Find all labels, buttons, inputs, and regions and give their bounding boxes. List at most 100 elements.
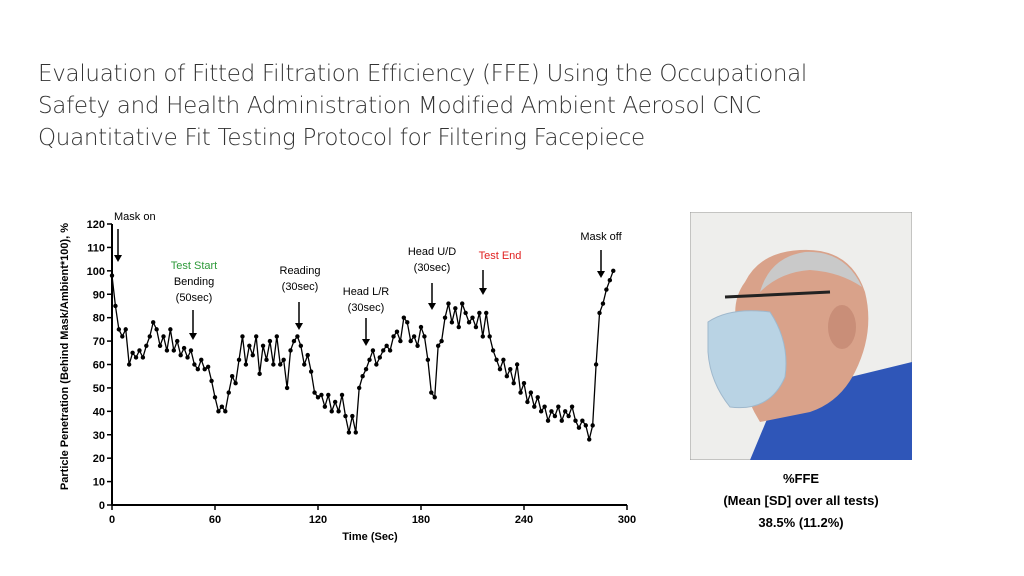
data-point bbox=[460, 301, 465, 306]
data-point bbox=[532, 404, 537, 409]
title-line: Safety and Health Administration Modifie… bbox=[38, 93, 761, 119]
data-point bbox=[411, 334, 417, 339]
x-axis-label: Time (Sec) bbox=[342, 531, 398, 543]
data-point bbox=[288, 348, 293, 353]
data-point bbox=[370, 348, 376, 353]
data-point bbox=[422, 334, 427, 339]
data-point bbox=[254, 334, 259, 339]
data-point bbox=[408, 338, 413, 344]
data-point bbox=[367, 357, 372, 363]
data-point bbox=[576, 425, 582, 430]
data-point bbox=[377, 355, 382, 360]
annotation: Head U/D bbox=[408, 246, 456, 258]
data-point bbox=[360, 374, 365, 379]
data-point bbox=[449, 320, 455, 325]
annotation: Reading bbox=[280, 265, 321, 277]
arrow-head bbox=[114, 255, 122, 262]
data-point bbox=[538, 409, 544, 414]
data-point bbox=[229, 374, 235, 379]
data-point bbox=[432, 395, 437, 400]
data-point bbox=[326, 392, 331, 398]
caption-line: %FFE bbox=[782, 471, 820, 486]
data-point bbox=[607, 278, 613, 283]
photo bbox=[690, 212, 912, 460]
data-point bbox=[219, 404, 225, 409]
data-point bbox=[480, 334, 485, 339]
data-point bbox=[202, 366, 207, 372]
data-point bbox=[580, 418, 585, 423]
data-point bbox=[250, 352, 255, 358]
data-point bbox=[456, 324, 461, 330]
y-tick-label: 80 bbox=[93, 313, 105, 325]
title-line: Quantitative Fit Testing Protocol for Fi… bbox=[38, 125, 645, 151]
data-point bbox=[164, 348, 170, 353]
data-point bbox=[593, 362, 599, 367]
data-point bbox=[398, 338, 403, 344]
y-tick-label: 10 bbox=[93, 477, 105, 489]
data-point bbox=[387, 348, 393, 353]
arrow-head bbox=[189, 333, 197, 340]
data-point bbox=[113, 303, 118, 309]
data-point bbox=[446, 301, 451, 306]
data-point bbox=[346, 430, 352, 435]
y-tick-label: 0 bbox=[99, 500, 105, 512]
data-point bbox=[535, 395, 540, 400]
annotation: (50sec) bbox=[176, 292, 213, 304]
data-point bbox=[545, 418, 551, 423]
data-point bbox=[343, 413, 348, 419]
data-point bbox=[308, 369, 314, 374]
data-point bbox=[429, 390, 434, 395]
y-tick-label: 110 bbox=[87, 242, 105, 254]
y-axis-label: Particle Penetration (Behind Mask/Ambien… bbox=[59, 223, 71, 490]
data-point bbox=[281, 357, 286, 363]
data-point bbox=[302, 362, 307, 367]
data-point bbox=[339, 392, 345, 398]
data-point bbox=[494, 357, 499, 363]
data-point bbox=[195, 366, 201, 372]
data-point bbox=[168, 327, 173, 332]
data-point bbox=[453, 306, 458, 311]
annotation: Test Start bbox=[171, 260, 217, 272]
data-point bbox=[590, 423, 595, 428]
arrow-head bbox=[597, 271, 605, 278]
x-tick-label: 180 bbox=[412, 514, 430, 526]
data-point bbox=[233, 381, 238, 386]
data-point bbox=[267, 338, 273, 344]
y-tick-label: 40 bbox=[93, 406, 105, 418]
data-point bbox=[415, 343, 420, 348]
data-point bbox=[212, 395, 218, 400]
data-point bbox=[199, 357, 204, 363]
y-tick-label: 60 bbox=[93, 360, 105, 372]
data-point bbox=[175, 338, 180, 344]
x-tick-label: 120 bbox=[309, 514, 327, 526]
data-point bbox=[284, 385, 290, 391]
data-point bbox=[384, 343, 389, 348]
x-tick-label: 300 bbox=[618, 514, 636, 526]
data-point bbox=[442, 315, 448, 320]
data-point bbox=[226, 390, 231, 395]
annotation: Test End bbox=[479, 250, 522, 262]
data-point bbox=[573, 418, 578, 423]
caption-line: 38.5% (11.2%) bbox=[758, 515, 844, 530]
data-point bbox=[144, 343, 149, 348]
data-point bbox=[298, 343, 304, 348]
data-point bbox=[511, 381, 516, 386]
data-point bbox=[130, 350, 135, 355]
data-point bbox=[583, 423, 588, 428]
data-point bbox=[518, 390, 523, 395]
data-point bbox=[243, 362, 249, 367]
y-tick-label: 30 bbox=[93, 430, 105, 442]
data-point bbox=[587, 437, 592, 442]
data-point bbox=[205, 364, 211, 370]
data-point bbox=[305, 352, 310, 358]
data-point bbox=[418, 324, 424, 330]
data-point bbox=[247, 343, 252, 348]
data-point bbox=[315, 395, 321, 400]
data-point bbox=[116, 327, 122, 332]
data-point bbox=[463, 310, 468, 316]
data-point bbox=[161, 334, 166, 339]
annotation: (30sec) bbox=[348, 302, 385, 314]
data-point bbox=[240, 334, 245, 339]
annotation: Bending bbox=[174, 276, 214, 288]
data-point bbox=[312, 390, 317, 395]
